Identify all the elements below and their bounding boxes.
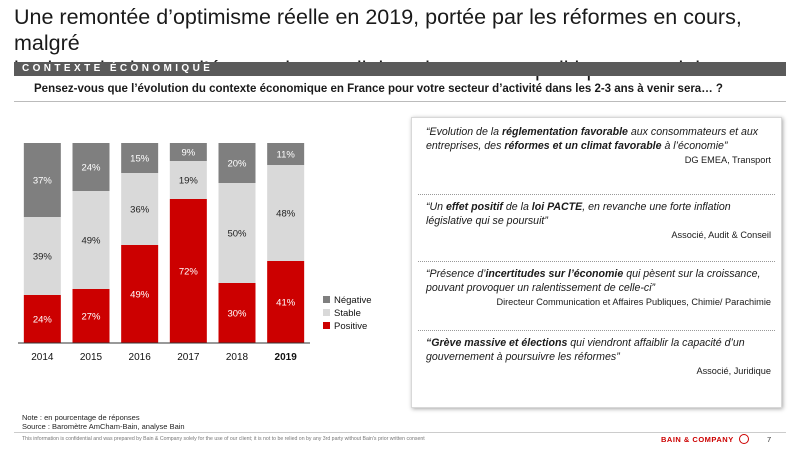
title-line: Une remontée d’optimisme réelle en 2019,…	[14, 5, 742, 55]
quote-fragment: aux consommateurs et aux entreprises, de…	[426, 126, 759, 152]
legend-swatch	[323, 322, 330, 329]
x-tick-label: 2017	[177, 352, 200, 363]
x-tick-label: 2016	[129, 352, 152, 363]
chart-note: Note : en pourcentage de réponses Source…	[22, 413, 185, 431]
quote-fragment: , en revanche une forte inflation législ…	[426, 201, 731, 227]
page-number: 7	[767, 435, 772, 444]
quote-text: “Grève massive et élections qui viendron…	[426, 337, 771, 364]
bar-segment	[267, 261, 305, 343]
data-label: 15%	[130, 154, 150, 165]
testimonial-quote: “Grève massive et élections qui viendron…	[426, 337, 771, 376]
bar-segment	[72, 289, 110, 343]
quote-text: “Présence d’incertitudes sur l’économie …	[426, 268, 771, 295]
data-label: 48%	[276, 209, 296, 220]
data-label: 49%	[130, 290, 150, 301]
data-label: 19%	[179, 176, 199, 187]
bar-segment	[121, 173, 159, 245]
data-label: 36%	[130, 205, 150, 216]
bar-segment	[169, 143, 207, 161]
testimonial-quote: “Evolution de la réglementation favorabl…	[426, 126, 771, 165]
data-label: 39%	[33, 252, 53, 263]
quote-divider	[418, 261, 775, 262]
quote-fragment: “Présence d’	[426, 268, 486, 280]
data-label: 50%	[227, 229, 247, 240]
bar-segment	[267, 143, 305, 165]
quote-author: Associé, Juridique	[696, 366, 771, 376]
quotes-panel: “Evolution de la réglementation favorabl…	[411, 117, 782, 408]
bar-segment	[169, 161, 207, 199]
company-logo: BAIN & COMPANY	[661, 435, 734, 444]
quote-fragment: qui viendront affaiblir la capacité d’un…	[426, 337, 745, 363]
bar-segment	[218, 283, 256, 343]
quote-fragment: qui pèsent sur la croissance, pouvant pr…	[426, 268, 761, 294]
quote-fragment: à l’économie”	[661, 139, 728, 152]
bar-segment	[218, 183, 256, 283]
quote-fragment: “Un	[426, 201, 447, 213]
logo-mark-icon	[739, 434, 749, 444]
testimonial-quote: “Un effet positif de la loi PACTE, en re…	[426, 201, 771, 240]
bar-segment	[267, 165, 305, 261]
quote-text: “Un effet positif de la loi PACTE, en re…	[426, 201, 771, 228]
data-label: 41%	[276, 298, 296, 309]
quote-fragment: “Evolution de la	[426, 126, 502, 138]
x-tick-label: 2014	[31, 352, 54, 363]
quote-emphasis: loi PACTE	[531, 201, 583, 213]
quote-author: Associé, Audit & Conseil	[671, 230, 771, 240]
quote-author: Directeur Communication et Affaires Publ…	[496, 297, 771, 307]
data-label: 24%	[33, 315, 53, 326]
legend-swatch	[323, 309, 330, 316]
note-line: Note : en pourcentage de réponses	[22, 413, 140, 422]
x-tick-label: 2015	[80, 352, 103, 363]
quote-fragment: de la	[502, 201, 532, 213]
data-label: 49%	[81, 236, 101, 247]
data-label: 9%	[181, 148, 195, 159]
section-band: CONTEXTE ÉCONOMIQUE	[14, 62, 786, 76]
x-tick-label: 2018	[226, 352, 249, 363]
quote-author: DG EMEA, Transport	[684, 155, 771, 165]
question-divider	[14, 101, 786, 102]
bar-segment	[72, 143, 110, 191]
section-label: CONTEXTE ÉCONOMIQUE	[22, 63, 214, 74]
quote-emphasis: réformes et un climat favorable	[504, 139, 662, 152]
data-label: 11%	[277, 150, 296, 161]
quote-emphasis: incertitudes sur l’économie	[485, 268, 624, 280]
data-label: 30%	[227, 309, 247, 320]
quote-emphasis: réglementation favorable	[501, 126, 628, 138]
confidentiality-disclaimer: This information is confidential and was…	[22, 436, 425, 442]
bar-segment	[121, 143, 159, 173]
data-label: 37%	[33, 176, 53, 187]
legend-label: Stable	[334, 308, 361, 319]
quote-emphasis: “Grève massive et élections	[426, 337, 568, 349]
bar-segment	[72, 191, 110, 289]
quote-divider	[418, 194, 775, 195]
legend-label: Positive	[334, 321, 367, 332]
data-label: 72%	[179, 267, 199, 278]
quote-divider	[418, 330, 775, 331]
legend-label: Négative	[334, 295, 372, 306]
bar-segment	[218, 143, 256, 183]
bar-segment	[121, 245, 159, 343]
quote-text: “Evolution de la réglementation favorabl…	[426, 126, 771, 153]
stacked-bar-chart: 24% 39% 37% 2014 27% 49% 24% 2015 49% 36% 15% 2016 7…	[18, 143, 372, 363]
data-label: 27%	[81, 312, 101, 323]
bar-segment	[169, 199, 207, 343]
footer-divider	[14, 432, 786, 433]
data-label: 24%	[81, 163, 101, 174]
x-tick-label: 2019	[275, 352, 298, 363]
data-label: 20%	[227, 159, 247, 170]
bar-segment	[23, 217, 61, 295]
source-line: Source : Baromètre AmCham-Bain, analyse …	[22, 422, 185, 431]
survey-question: Pensez-vous que l’évolution du contexte …	[34, 83, 723, 95]
bar-segment	[23, 295, 61, 343]
quote-emphasis: effet positif	[446, 201, 503, 213]
bar-segment	[23, 143, 61, 217]
testimonial-quote: “Présence d’incertitudes sur l’économie …	[426, 268, 771, 307]
legend-swatch	[323, 296, 330, 303]
